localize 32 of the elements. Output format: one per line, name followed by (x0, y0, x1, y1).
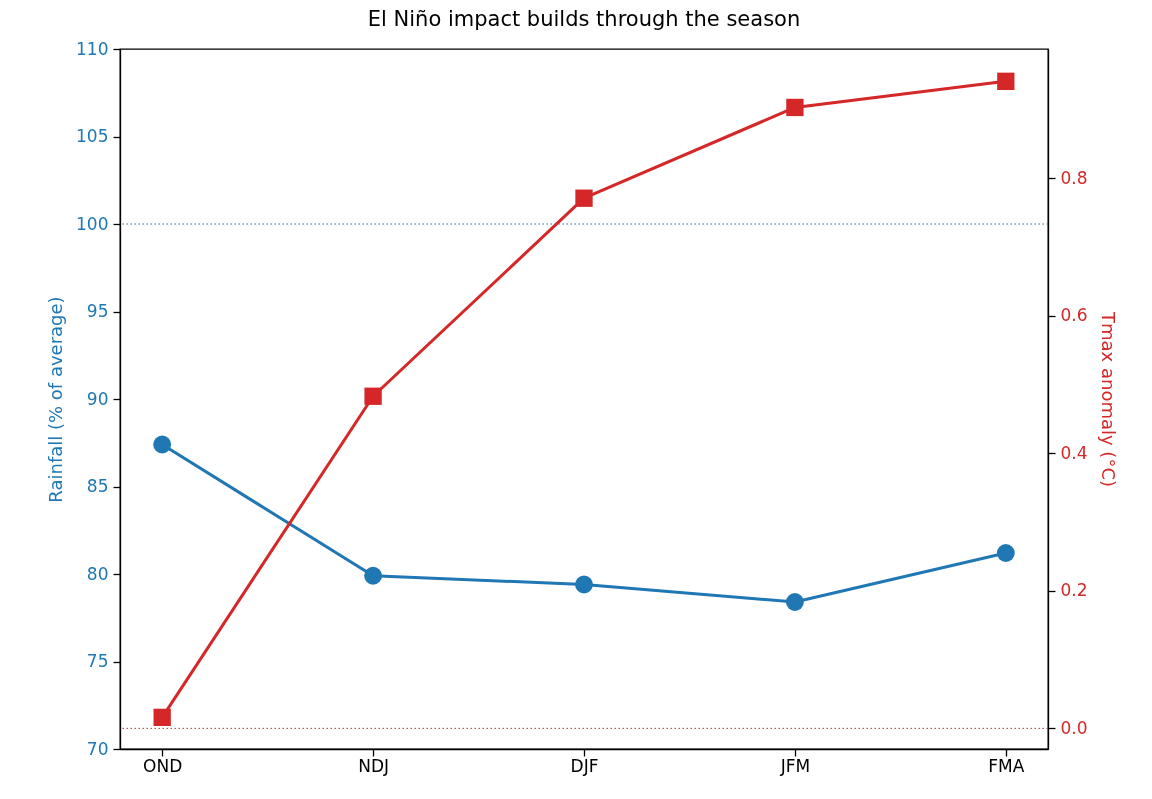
point (153, 708, 171, 727)
y-tick-label: 85 (86, 476, 109, 496)
point (153, 435, 172, 454)
point (786, 98, 804, 117)
y-tick-label: 110 (76, 38, 109, 59)
y-tick-label: 70 (86, 738, 109, 759)
point (364, 387, 382, 405)
y2-tick-label: 0.4 (1060, 442, 1088, 463)
point (575, 575, 593, 594)
point (996, 544, 1015, 562)
x-tick-label: JFM (779, 755, 811, 776)
y-tick-label: 100 (76, 213, 109, 234)
chart-title: El Niño impact builds through the season (367, 7, 801, 31)
x-tick-label: FMA (988, 755, 1025, 776)
point (785, 593, 804, 611)
y2-tick-label: 0.0 (1060, 717, 1088, 738)
y-tick-label: 90 (86, 388, 109, 409)
y-tick-label: 75 (86, 651, 109, 671)
y-tick-label: 80 (86, 563, 109, 584)
x-tick-label: DJF (570, 755, 599, 776)
point (364, 566, 383, 585)
y2-tick-label: 0.2 (1060, 580, 1088, 601)
y2-axis-title: Tmax anomaly (°C) (1097, 311, 1119, 487)
x-tick-label: OND (143, 755, 183, 776)
y2-tick-label: 0.6 (1060, 305, 1088, 326)
y-tick-label: 105 (76, 126, 109, 146)
y2-tick-label: 0.8 (1060, 167, 1088, 188)
y-tick-label: 95 (86, 301, 109, 321)
point (997, 72, 1015, 90)
point (575, 189, 593, 207)
x-tick-label: NDJ (358, 755, 389, 776)
y-axis-title: Rainfall (% of average) (45, 296, 67, 503)
